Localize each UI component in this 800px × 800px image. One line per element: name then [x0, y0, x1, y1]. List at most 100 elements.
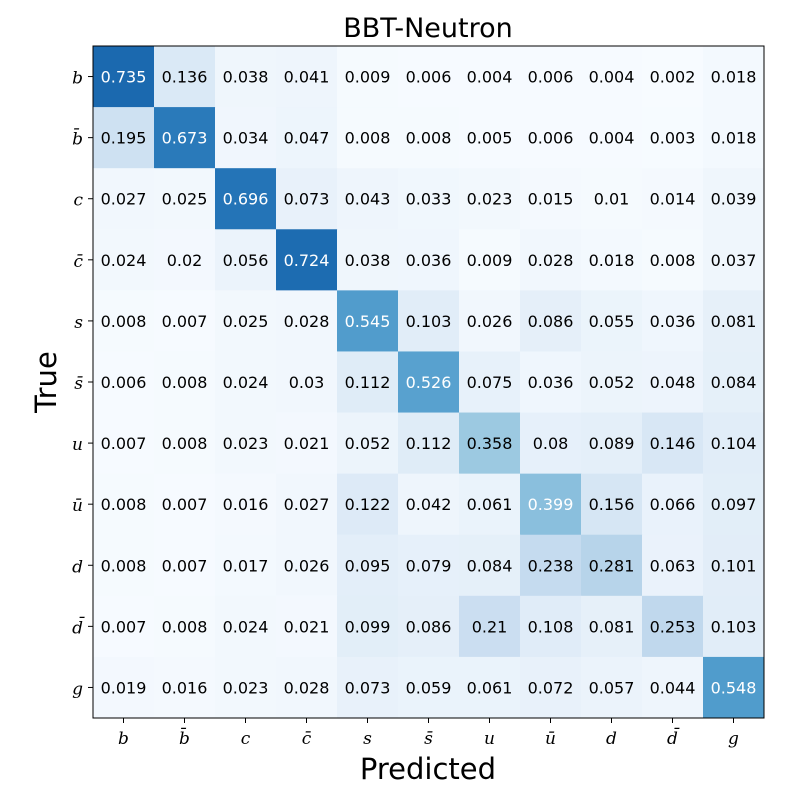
cell-value-label: 0.007 — [162, 495, 208, 514]
heatmap-cell — [520, 290, 582, 352]
cell-value-label: 0.007 — [101, 617, 147, 636]
heatmap-cell — [581, 473, 643, 536]
y-tick-label: b̄ — [72, 127, 83, 150]
cell-value-label: 0.015 — [528, 190, 574, 209]
heatmap-cell — [703, 46, 765, 108]
heatmap-cell — [93, 473, 155, 536]
cell-value-label: 0.025 — [223, 312, 269, 331]
cell-value-label: 0.545 — [345, 312, 391, 331]
cell-value-label: 0.018 — [589, 251, 635, 270]
heatmap-cell — [520, 656, 582, 719]
cell-value-label: 0.724 — [284, 251, 330, 270]
cell-value-label: 0.238 — [528, 556, 574, 575]
heatmap-cell — [642, 107, 704, 169]
cell-value-label: 0.008 — [650, 251, 696, 270]
cell-value-label: 0.016 — [223, 495, 269, 514]
heatmap-cell — [215, 46, 277, 108]
cell-value-label: 0.008 — [406, 129, 452, 148]
cell-value-label: 0.008 — [101, 556, 147, 575]
heatmap-cell — [642, 46, 704, 108]
cell-value-label: 0.01 — [594, 190, 630, 209]
cell-value-label: 0.108 — [528, 617, 574, 636]
y-tick-label: ū — [72, 496, 83, 516]
heatmap-cell — [276, 412, 338, 475]
cell-value-label: 0.081 — [711, 312, 757, 331]
chart-title: BBT-Neutron — [343, 13, 512, 44]
cell-value-label: 0.735 — [101, 68, 147, 87]
heatmap-cell — [215, 168, 277, 230]
heatmap-cell — [398, 473, 460, 536]
cell-value-label: 0.048 — [650, 373, 696, 392]
cell-value-label: 0.084 — [711, 373, 757, 392]
heatmap-cell — [459, 107, 521, 169]
heatmap-cell — [154, 229, 216, 291]
cell-value-label: 0.038 — [345, 251, 391, 270]
cell-value-label: 0.047 — [284, 129, 330, 148]
cell-value-label: 0.548 — [711, 678, 757, 697]
cell-value-label: 0.028 — [528, 251, 574, 270]
heatmap-cell — [93, 412, 155, 475]
heatmap-cell — [154, 46, 216, 108]
heatmap-cell — [276, 168, 338, 230]
heatmap-cell — [520, 229, 582, 291]
heatmap-cell — [459, 290, 521, 352]
heatmap-cell — [93, 229, 155, 291]
cell-value-label: 0.055 — [589, 312, 635, 331]
heatmap-cell — [642, 290, 704, 352]
cell-value-label: 0.21 — [472, 617, 508, 636]
heatmap-cell — [154, 290, 216, 352]
cell-value-label: 0.041 — [284, 68, 330, 87]
heatmap-cell — [398, 656, 460, 719]
cell-value-label: 0.673 — [162, 129, 208, 148]
heatmap-cell — [276, 290, 338, 352]
cell-value-label: 0.034 — [223, 129, 269, 148]
cell-value-label: 0.103 — [711, 617, 757, 636]
cell-value-label: 0.003 — [650, 129, 696, 148]
cell-value-label: 0.103 — [406, 312, 452, 331]
heatmap-cell — [215, 534, 277, 597]
heatmap-cell — [276, 46, 338, 108]
heatmap-cell — [459, 534, 521, 597]
heatmap-cell — [520, 46, 582, 108]
cell-value-label: 0.008 — [162, 617, 208, 636]
heatmap-cell — [93, 595, 155, 658]
x-tick-label: g — [728, 729, 739, 749]
cell-value-label: 0.026 — [467, 312, 513, 331]
heatmap-cell — [215, 290, 277, 352]
cell-value-label: 0.023 — [467, 190, 513, 209]
heatmap-cell — [520, 412, 582, 475]
cell-value-label: 0.079 — [406, 556, 452, 575]
heatmap-cell — [703, 473, 765, 536]
x-tick-label: ū — [545, 729, 556, 749]
heatmap-cell — [459, 46, 521, 108]
heatmap-cell — [154, 595, 216, 658]
cell-value-label: 0.027 — [284, 495, 330, 514]
heatmap-cell — [398, 107, 460, 169]
heatmap-cell — [337, 656, 399, 719]
cell-value-label: 0.195 — [101, 129, 147, 148]
heatmap-cell — [703, 656, 765, 719]
heatmap-cell — [642, 473, 704, 536]
heatmap-cell — [581, 595, 643, 658]
heatmap-cell — [581, 351, 643, 414]
cell-value-label: 0.044 — [650, 678, 696, 697]
cell-value-label: 0.039 — [711, 190, 757, 209]
heatmap-cell — [215, 656, 277, 719]
heatmap-cell — [398, 534, 460, 597]
x-tick-label: s — [363, 729, 372, 749]
heatmap-cell — [459, 412, 521, 475]
heatmap-cell — [642, 534, 704, 597]
heatmap-cell — [520, 595, 582, 658]
cell-value-label: 0.007 — [162, 556, 208, 575]
cell-value-label: 0.004 — [467, 68, 513, 87]
heatmap-cell — [337, 168, 399, 230]
cell-value-label: 0.052 — [345, 434, 391, 453]
heatmap-cell — [337, 412, 399, 475]
cell-value-label: 0.112 — [345, 373, 391, 392]
heatmap-cell — [154, 473, 216, 536]
heatmap-cell — [93, 534, 155, 597]
cell-value-label: 0.037 — [711, 251, 757, 270]
cell-value-label: 0.097 — [711, 495, 757, 514]
heatmap-cell — [581, 107, 643, 169]
cell-value-label: 0.099 — [345, 617, 391, 636]
